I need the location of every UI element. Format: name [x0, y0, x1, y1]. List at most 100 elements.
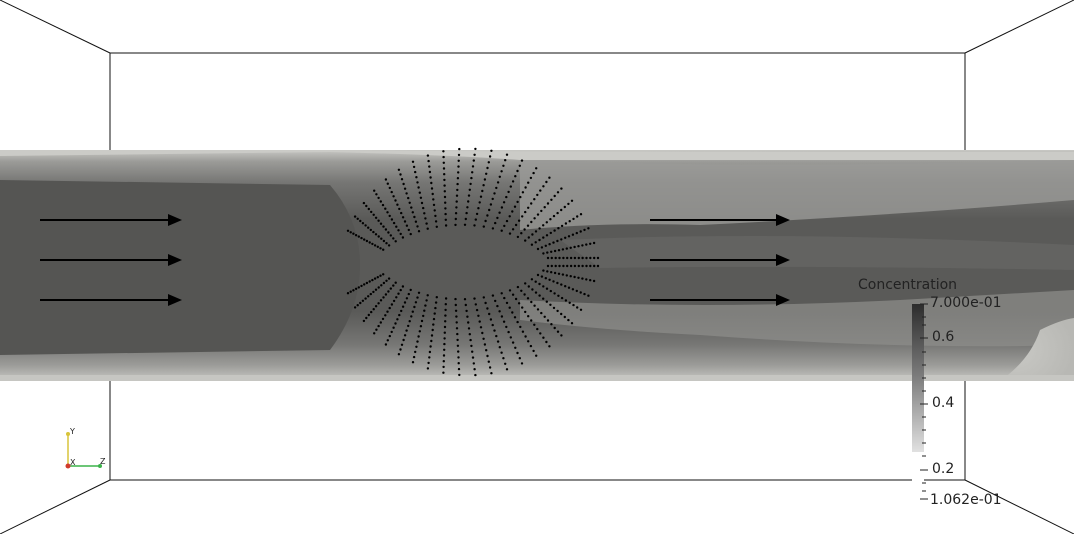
particle-dot — [465, 218, 467, 220]
particle-dot — [501, 230, 503, 232]
particle-dot — [585, 243, 587, 245]
particle-dot — [474, 148, 476, 150]
particle-dot — [597, 257, 599, 259]
particle-dot — [593, 280, 595, 282]
particle-dot — [510, 336, 512, 338]
particle-dot — [427, 154, 429, 156]
particle-dot — [471, 351, 473, 353]
particle-dot — [524, 311, 526, 313]
particle-dot — [397, 293, 399, 295]
particle-dot — [377, 197, 379, 199]
particle-dot — [565, 222, 567, 224]
particle-dot — [521, 362, 523, 364]
particle-dot — [530, 177, 532, 179]
particle-dot — [442, 366, 444, 368]
particle-dot — [387, 290, 389, 292]
particle-dot — [444, 314, 446, 316]
particle-dot — [445, 303, 447, 305]
particle-dot — [413, 356, 415, 358]
particle-dot — [384, 208, 386, 210]
particle-dot — [555, 257, 557, 259]
particle-dot — [355, 234, 357, 236]
particle-dot — [503, 201, 505, 203]
particle-dot — [370, 311, 372, 313]
particle-dot — [400, 289, 402, 291]
particle-dot — [413, 306, 415, 308]
particle-dot — [545, 277, 547, 279]
particle-dot — [581, 244, 583, 246]
particle-dot — [520, 232, 522, 234]
particle-dot — [548, 279, 550, 281]
particle-dot — [535, 230, 537, 232]
particle-dot — [527, 225, 529, 227]
particle-dot — [444, 207, 446, 209]
particle-dot — [537, 274, 539, 276]
particle-dot — [389, 335, 391, 337]
particle-dot — [524, 239, 526, 241]
particle-dot — [469, 339, 471, 341]
particle-dot — [382, 296, 384, 298]
particle-dot — [378, 235, 380, 237]
particle-dot — [501, 315, 503, 317]
field-core-left — [0, 180, 360, 355]
particle-dot — [458, 160, 460, 162]
particle-dot — [430, 340, 432, 342]
particle-dot — [465, 310, 467, 312]
particle-dot — [354, 215, 356, 217]
particle-dot — [424, 217, 426, 219]
particle-dot — [428, 356, 430, 358]
particle-dot — [544, 316, 546, 318]
particle-dot — [394, 199, 396, 201]
particle-dot — [554, 272, 556, 274]
particle-dot — [545, 245, 547, 247]
particle-dot — [412, 361, 414, 363]
particle-dot — [562, 273, 564, 275]
particle-dot — [389, 307, 391, 309]
particle-dot — [558, 257, 560, 259]
particle-dot — [499, 176, 501, 178]
particle-dot — [560, 313, 562, 315]
particle-dot — [532, 172, 534, 174]
particle-dot — [372, 291, 374, 293]
particle-dot — [419, 192, 421, 194]
particle-dot — [509, 215, 511, 217]
particle-dot — [385, 242, 387, 244]
particle-dot — [390, 234, 392, 236]
particle-dot — [557, 191, 559, 193]
particle-dot — [537, 213, 539, 215]
particle-dot — [545, 341, 547, 343]
particle-dot — [442, 372, 444, 374]
particle-dot — [533, 217, 535, 219]
colorbar-max-label: 7.000e-01 — [930, 295, 1002, 311]
particle-dot — [377, 276, 379, 278]
particle-dot — [587, 227, 589, 229]
particle-dot — [574, 265, 576, 267]
particle-dot — [468, 194, 470, 196]
particle-dot — [375, 193, 377, 195]
particle-dot — [413, 216, 415, 218]
particle-dot — [494, 222, 496, 224]
particle-dot — [507, 191, 509, 193]
particle-dot — [593, 242, 595, 244]
particle-dot — [455, 212, 457, 214]
particle-dot — [589, 279, 591, 281]
particle-dot — [551, 265, 553, 267]
particle-dot — [398, 169, 400, 171]
particle-dot — [435, 301, 437, 303]
particle-dot — [397, 229, 399, 231]
particle-dot — [550, 199, 552, 201]
particle-dot — [362, 222, 364, 224]
particle-dot — [389, 187, 391, 189]
particle-dot — [457, 350, 459, 352]
particle-dot — [375, 289, 377, 291]
particle-dot — [422, 315, 424, 317]
particle-dot — [406, 297, 408, 299]
particle-dot — [522, 191, 524, 193]
particle-dot — [512, 294, 514, 296]
particle-dot — [576, 290, 578, 292]
particle-dot — [392, 195, 394, 197]
particle-dot — [494, 300, 496, 302]
particle-dot — [585, 257, 587, 259]
particle-dot — [542, 224, 544, 226]
